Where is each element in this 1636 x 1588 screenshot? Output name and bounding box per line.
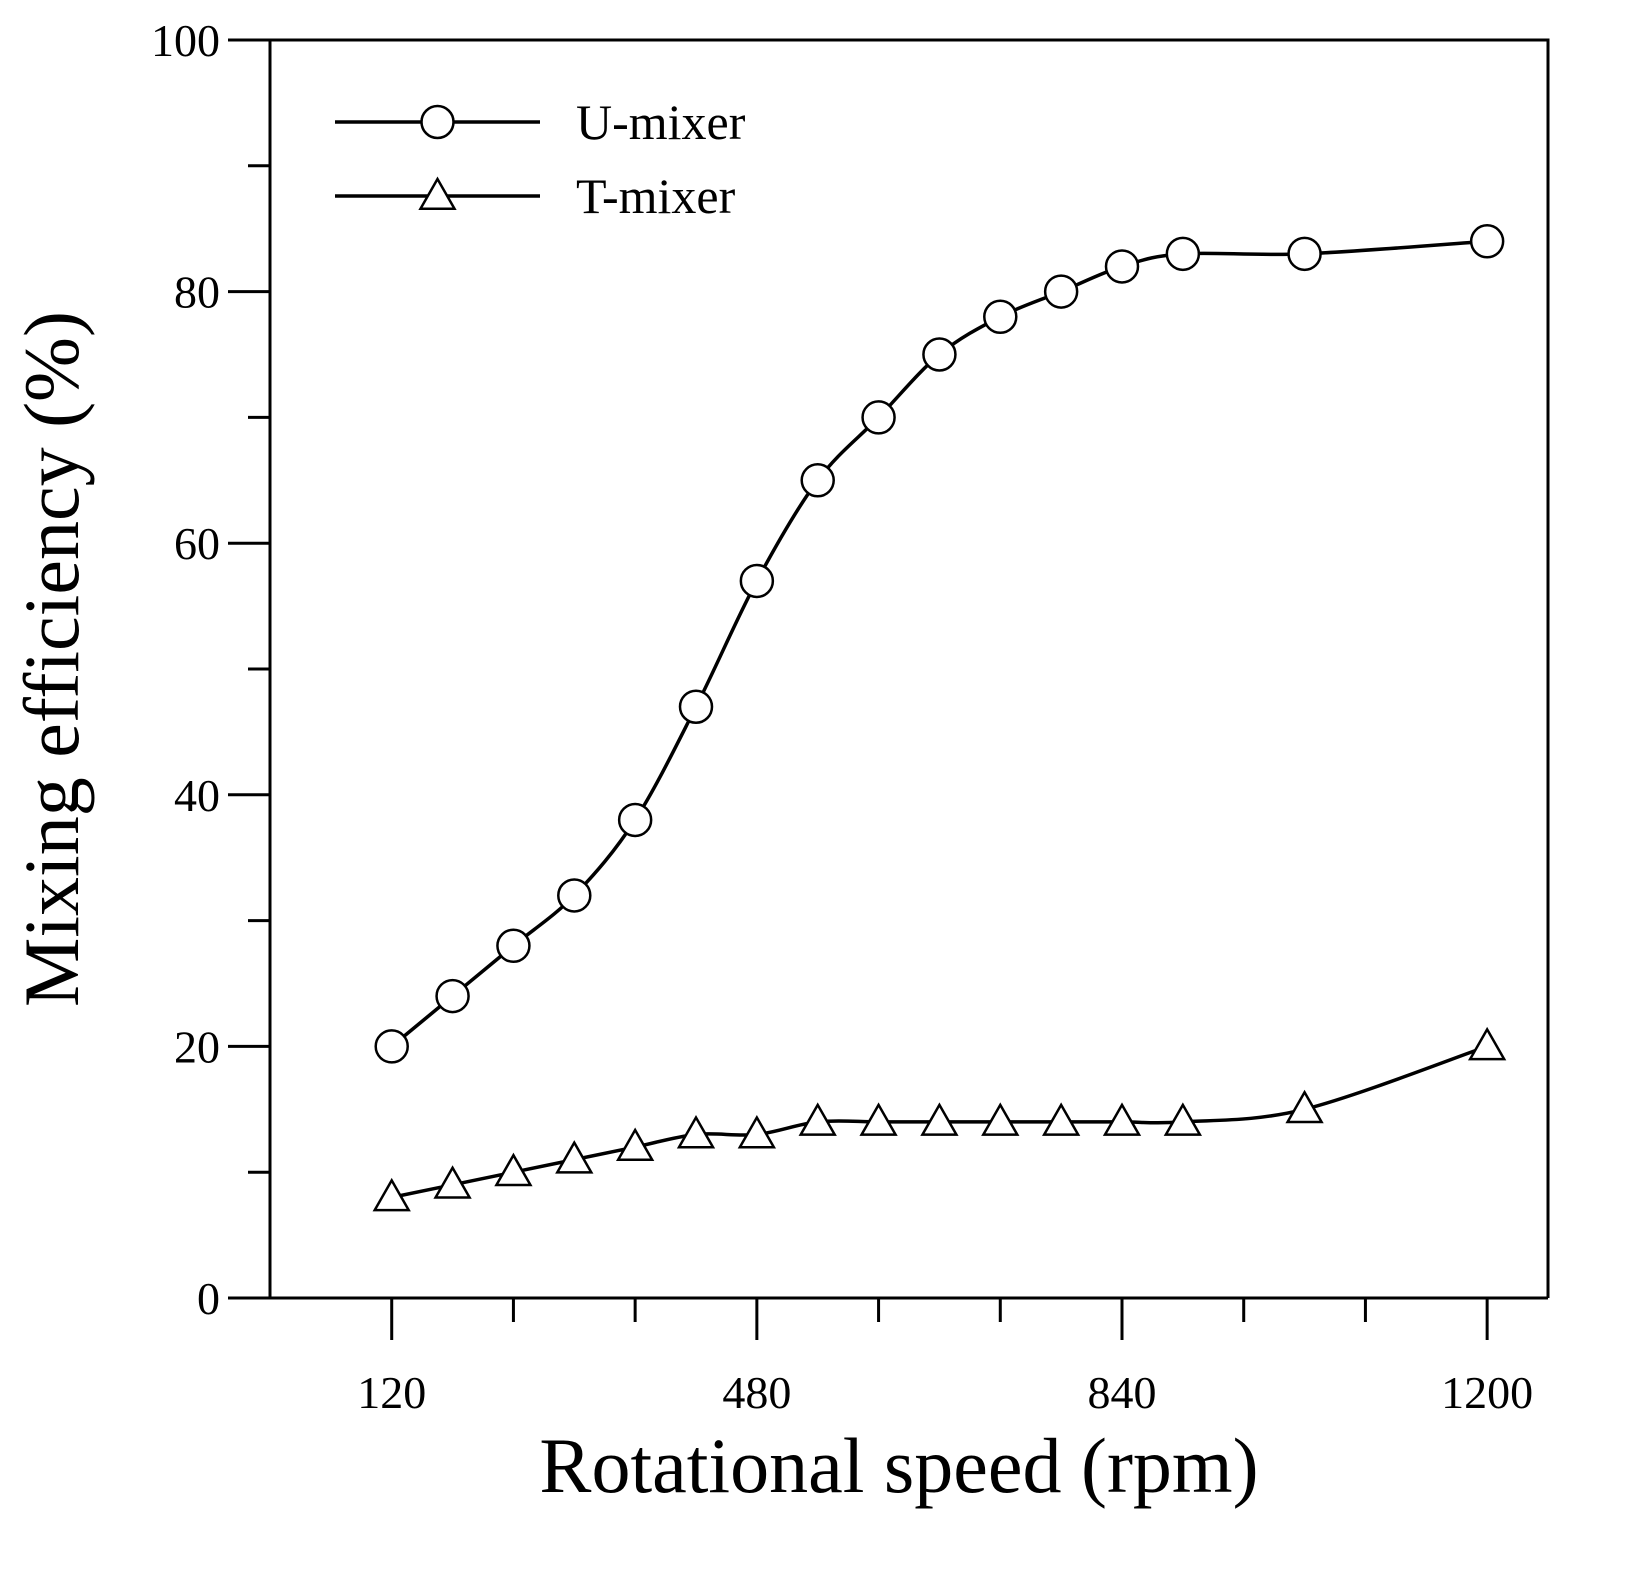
x-tick-label: 120 — [357, 1367, 426, 1418]
data-point-t-mixer — [494, 1152, 533, 1187]
data-point-t-mixer — [372, 1177, 411, 1212]
data-point-t-mixer — [1285, 1089, 1324, 1124]
data-point-u-mixer — [1104, 249, 1140, 284]
data-point-t-mixer — [615, 1127, 655, 1162]
x-tick-label: 480 — [722, 1367, 791, 1418]
data-point-u-mixer — [557, 878, 592, 913]
data-point-u-mixer — [1287, 236, 1322, 272]
data-point-u-mixer — [1043, 274, 1079, 309]
y-axis-title: Mixing efficiency (%) — [8, 311, 95, 1007]
data-point-u-mixer — [922, 337, 957, 372]
y-tick-label: 100 — [151, 15, 220, 66]
data-point-u-mixer — [983, 299, 1018, 335]
data-point-u-mixer — [861, 400, 896, 435]
y-tick-label: 60 — [174, 518, 220, 569]
y-tick-label: 80 — [174, 267, 220, 318]
data-point-t-mixer — [433, 1165, 472, 1199]
plot-frame — [268, 38, 1550, 1298]
data-point-t-mixer — [1041, 1102, 1081, 1136]
y-tick-label: 0 — [197, 1273, 220, 1324]
data-point-t-mixer — [1467, 1026, 1507, 1061]
y-tick-label: 20 — [174, 1021, 220, 1072]
x-axis-title: Rotational speed (rpm) — [539, 1422, 1258, 1509]
legend-label: T-mixer — [576, 168, 736, 224]
legend-label: U-mixer — [576, 94, 746, 150]
data-point-u-mixer — [800, 463, 835, 498]
data-point-u-mixer — [1165, 236, 1201, 272]
legend: U-mixer T-mixer — [335, 94, 746, 224]
series-t-mixer — [372, 1026, 1507, 1212]
legend-item-t-mixer: T-mixer — [335, 168, 736, 224]
data-point-u-mixer — [678, 689, 714, 724]
data-point-t-mixer — [1163, 1102, 1203, 1136]
series-u-mixer — [374, 224, 1505, 1064]
data-point-t-mixer — [555, 1140, 594, 1174]
data-point-u-mixer — [496, 928, 531, 964]
data-point-u-mixer — [617, 802, 653, 838]
data-point-t-mixer — [798, 1102, 837, 1136]
y-tick-label: 40 — [174, 770, 220, 821]
data-point-u-mixer — [1469, 224, 1505, 259]
data-point-u-mixer — [739, 563, 775, 599]
legend-marker-circle — [420, 104, 455, 140]
legend-item-u-mixer: U-mixer — [335, 94, 746, 150]
data-point-t-mixer — [920, 1102, 959, 1136]
x-tick-label: 840 — [1088, 1367, 1157, 1418]
x-tick-label: 1200 — [1441, 1367, 1533, 1418]
data-point-t-mixer — [676, 1114, 716, 1149]
data-point-t-mixer — [981, 1102, 1020, 1136]
data-point-u-mixer — [435, 978, 470, 1014]
data-point-t-mixer — [737, 1114, 777, 1149]
data-point-u-mixer — [374, 1029, 409, 1064]
data-point-t-mixer — [859, 1102, 898, 1136]
legend-marker-triangle — [418, 176, 457, 210]
data-point-t-mixer — [1102, 1102, 1142, 1136]
